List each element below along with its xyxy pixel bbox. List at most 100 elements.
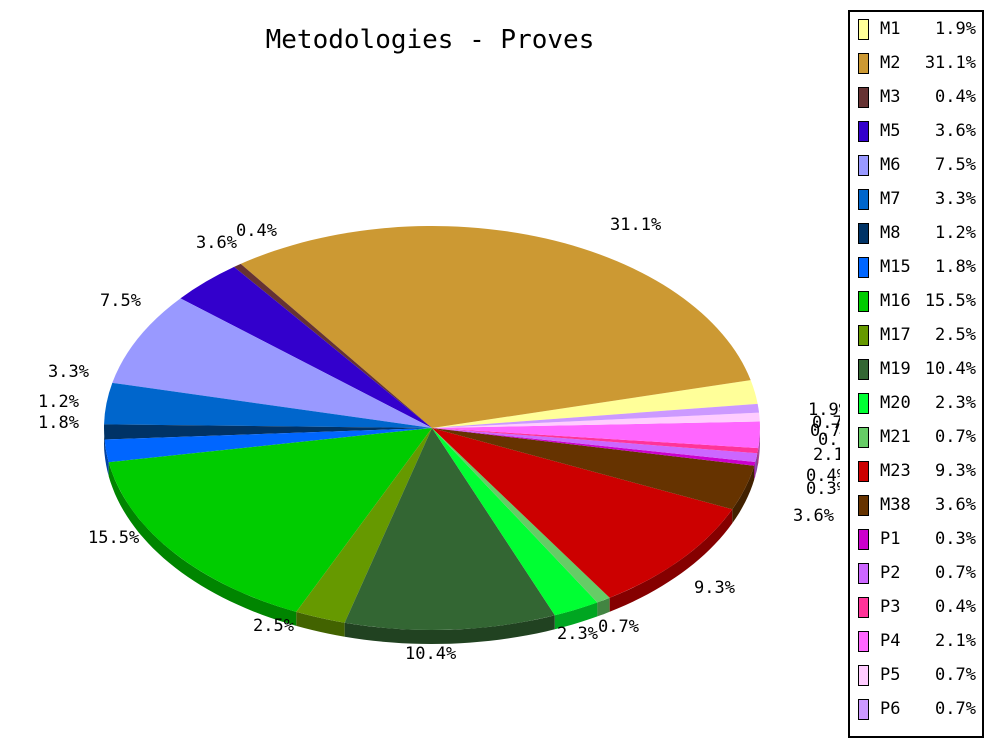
slice-depth-m20: [554, 602, 598, 630]
legend-swatch: [858, 631, 869, 652]
legend-swatch: [858, 291, 869, 312]
legend-swatch: [858, 19, 869, 40]
data-label-m38: 3.6%: [793, 506, 834, 526]
legend-value: 3.6%: [935, 495, 976, 515]
legend-swatch: [858, 53, 869, 74]
legend-value: 2.1%: [935, 631, 976, 651]
slice-m1: [432, 380, 758, 428]
legend-label: P1: [880, 529, 901, 549]
legend-value: 0.7%: [935, 563, 976, 583]
slice-p2: [432, 428, 758, 462]
data-label-m8: 1.2%: [38, 392, 79, 412]
legend-value: 0.4%: [935, 597, 976, 617]
slice-m17: [296, 428, 432, 623]
legend-label: M16: [880, 291, 911, 311]
slice-depth-p1: [754, 462, 756, 480]
legend-value: 1.2%: [935, 223, 976, 243]
slice-m7: [104, 382, 433, 428]
slice-depth-p2: [755, 453, 758, 476]
legend-label: M2: [880, 53, 901, 73]
legend-item-m5: M5 3.6%: [850, 114, 984, 148]
legend-item-m1: M1 1.9%: [850, 12, 984, 46]
data-label-m20: 2.3%: [557, 624, 598, 644]
data-label-m2: 31.1%: [610, 215, 661, 235]
pie-labels: 1.9%31.1%0.4%3.6%7.5%3.3%1.2%1.8%15.5%2.…: [38, 215, 840, 664]
slice-depth-m15: [104, 439, 109, 477]
legend-item-m8: M8 1.2%: [850, 216, 984, 250]
slice-depth-m8: [104, 424, 105, 454]
data-label-m7: 3.3%: [48, 362, 89, 382]
slice-m15: [104, 428, 432, 463]
data-label-m5: 3.6%: [196, 233, 237, 253]
pie-depth: [104, 424, 760, 644]
legend-label: M3: [880, 87, 901, 107]
legend-label: P5: [880, 665, 901, 685]
slice-p5: [432, 412, 760, 428]
legend-swatch: [858, 223, 869, 244]
legend-value: 0.7%: [935, 427, 976, 447]
slice-m20: [432, 428, 598, 616]
slice-m16: [108, 428, 433, 612]
legend-value: 0.7%: [935, 665, 976, 685]
legend-value: 1.8%: [935, 257, 976, 277]
legend-value: 7.5%: [935, 155, 976, 175]
slice-depth-m16: [108, 462, 297, 626]
legend-swatch: [858, 325, 869, 346]
slice-depth-m17: [296, 611, 345, 637]
legend-label: P4: [880, 631, 901, 651]
legend-item-m20: M20 2.3%: [850, 386, 984, 420]
legend-swatch: [858, 665, 869, 686]
legend-value: 2.5%: [935, 325, 976, 345]
slice-m19: [344, 428, 555, 631]
legend-value: 1.9%: [935, 19, 976, 39]
legend-value: 15.5%: [924, 291, 976, 311]
slice-depth-p3: [757, 448, 759, 468]
data-label-m16: 15.5%: [88, 528, 139, 548]
chart-title: Metodologies - Proves: [266, 25, 595, 55]
legend-item-m19: M19 10.4%: [850, 352, 984, 386]
legend-item-p4: P4 2.1%: [850, 624, 984, 658]
pie-slices: [103, 225, 760, 631]
legend-item-m17: M17 2.5%: [850, 318, 984, 352]
legend-item-p3: P3 0.4%: [850, 590, 984, 624]
legend-label: M15: [880, 257, 911, 277]
data-label-p2: 0.7%: [810, 421, 840, 441]
legend-item-m2: M2 31.1%: [850, 46, 984, 80]
legend-value: 0.4%: [935, 87, 976, 107]
data-label-m21: 0.7%: [598, 617, 639, 637]
legend-label: M21: [880, 427, 911, 447]
legend-swatch: [858, 393, 869, 414]
data-label-p3: 0.4%: [806, 466, 840, 486]
legend-swatch: [858, 597, 869, 618]
data-label-m6: 7.5%: [100, 291, 141, 311]
slice-m6: [112, 298, 432, 428]
slice-m5: [180, 266, 432, 428]
legend-label: M19: [880, 359, 911, 379]
legend-value: 9.3%: [935, 461, 976, 481]
slice-m38: [432, 428, 755, 510]
data-label-m3: 0.4%: [236, 221, 277, 241]
slice-depth-m38: [732, 465, 755, 524]
slice-depth-p4: [758, 426, 760, 463]
legend-value: 0.3%: [935, 529, 976, 549]
legend-label: M20: [880, 393, 911, 413]
legend-item-p2: P2 0.7%: [850, 556, 984, 590]
legend-swatch: [858, 461, 869, 482]
slice-depth-m23: [609, 509, 733, 612]
legend-item-p1: P1 0.3%: [850, 522, 984, 556]
legend-item-m23: M23 9.3%: [850, 454, 984, 488]
legend-swatch: [858, 257, 869, 278]
legend-item-m6: M6 7.5%: [850, 148, 984, 182]
data-label-p6: 0.7%: [818, 430, 840, 450]
legend-swatch: [858, 529, 869, 550]
data-label-m17: 2.5%: [253, 616, 294, 636]
data-label-m15: 1.8%: [38, 413, 79, 433]
legend-item-m21: M21 0.7%: [850, 420, 984, 454]
legend-value: 31.1%: [924, 53, 976, 73]
legend-swatch: [858, 699, 869, 720]
legend-label: M38: [880, 495, 911, 515]
legend-value: 3.6%: [935, 121, 976, 141]
legend-item-m38: M38 3.6%: [850, 488, 984, 522]
slice-depth-m19: [344, 615, 555, 644]
legend-value: 2.3%: [935, 393, 976, 413]
